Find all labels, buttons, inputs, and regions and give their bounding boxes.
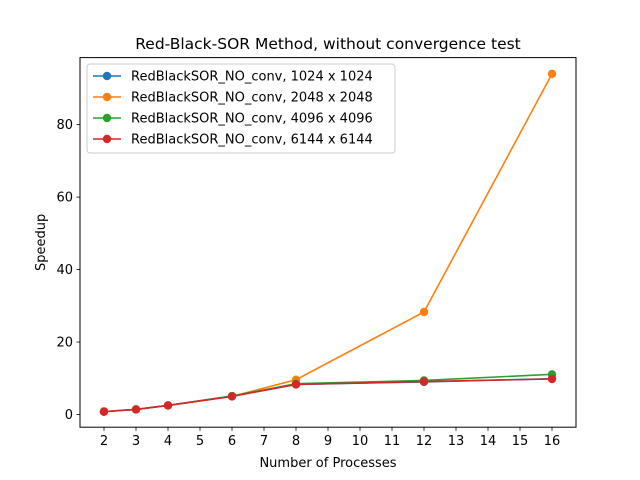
x-tick-label: 11 (384, 434, 401, 449)
y-tick-label: 40 (56, 263, 73, 278)
legend-marker (102, 134, 112, 144)
data-point (547, 374, 557, 384)
y-tick-label: 0 (65, 408, 73, 423)
x-axis-title: Number of Processes (259, 456, 396, 471)
data-point (419, 377, 429, 386)
data-point (227, 392, 237, 401)
x-tick-label: 9 (324, 434, 332, 449)
data-point (547, 69, 557, 79)
legend: RedBlackSOR_NO_conv, 1024 x 1024 RedBlack… (86, 63, 396, 154)
data-point (291, 380, 301, 389)
x-tick-label: 3 (132, 434, 140, 449)
x-tick-label: 4 (164, 434, 172, 449)
data-point (419, 307, 429, 317)
x-tick-label: 2 (100, 434, 108, 449)
chart-title: Red-Black-SOR Method, without convergenc… (135, 35, 521, 53)
y-axis-title: Speedup (34, 214, 49, 271)
y-tick-label: 20 (56, 336, 73, 351)
x-tick-label: 10 (352, 434, 369, 449)
x-tick-label: 12 (416, 434, 433, 449)
x-tick-label: 16 (544, 434, 561, 449)
x-tick-label: 14 (480, 434, 497, 449)
data-point (131, 405, 141, 414)
x-tick-label: 6 (228, 434, 236, 449)
x-tick-label: 13 (448, 434, 465, 449)
legend-box (86, 63, 396, 154)
legend-label: RedBlackSOR_NO_conv, 1024 x 1024 (131, 70, 373, 85)
legend-marker (102, 92, 112, 102)
x-tick-label: 8 (292, 434, 300, 449)
x-tick-label: 7 (260, 434, 268, 449)
legend-label: RedBlackSOR_NO_conv, 4096 x 4096 (131, 112, 373, 127)
legend-label: RedBlackSOR_NO_conv, 2048 x 2048 (131, 91, 373, 106)
y-tick-label: 80 (56, 118, 73, 133)
data-point (163, 401, 173, 410)
data-point (99, 407, 109, 416)
legend-marker (102, 113, 112, 123)
x-tick-label: 15 (512, 434, 529, 449)
legend-label: RedBlackSOR_NO_conv, 6144 x 6144 (131, 133, 373, 148)
x-tick-label: 5 (196, 434, 204, 449)
y-tick-label: 60 (56, 191, 73, 206)
legend-marker (102, 71, 112, 81)
